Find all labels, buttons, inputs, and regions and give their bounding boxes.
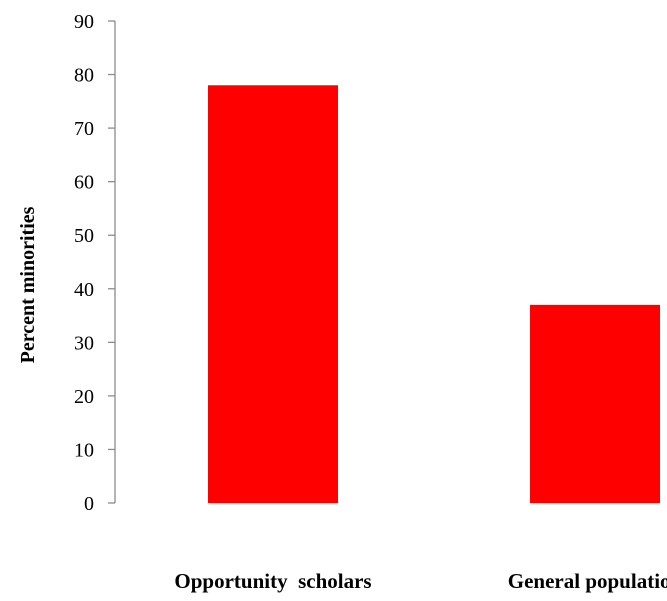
y-tick-label: 0 — [84, 493, 94, 515]
y-tick-label: 10 — [74, 439, 94, 461]
bar — [208, 85, 338, 504]
y-axis-title: Percent minorities — [17, 206, 39, 363]
y-tick-label: 50 — [74, 225, 94, 247]
y-tick-label: 60 — [74, 172, 94, 194]
x-category-label: Opportunity scholars — [174, 569, 371, 593]
y-tick-label: 80 — [74, 65, 94, 87]
y-tick-label: 70 — [74, 118, 94, 140]
y-tick-label: 20 — [74, 386, 94, 408]
y-tick-label: 40 — [74, 279, 94, 301]
x-category-label: General population — [508, 569, 667, 593]
y-tick-label: 30 — [74, 332, 94, 354]
y-tick-label: 90 — [74, 11, 94, 33]
bar — [530, 304, 660, 503]
plot-area: 0 10 20 30 40 50 60 70 80 90 Opportunity scholars G… — [74, 11, 667, 593]
